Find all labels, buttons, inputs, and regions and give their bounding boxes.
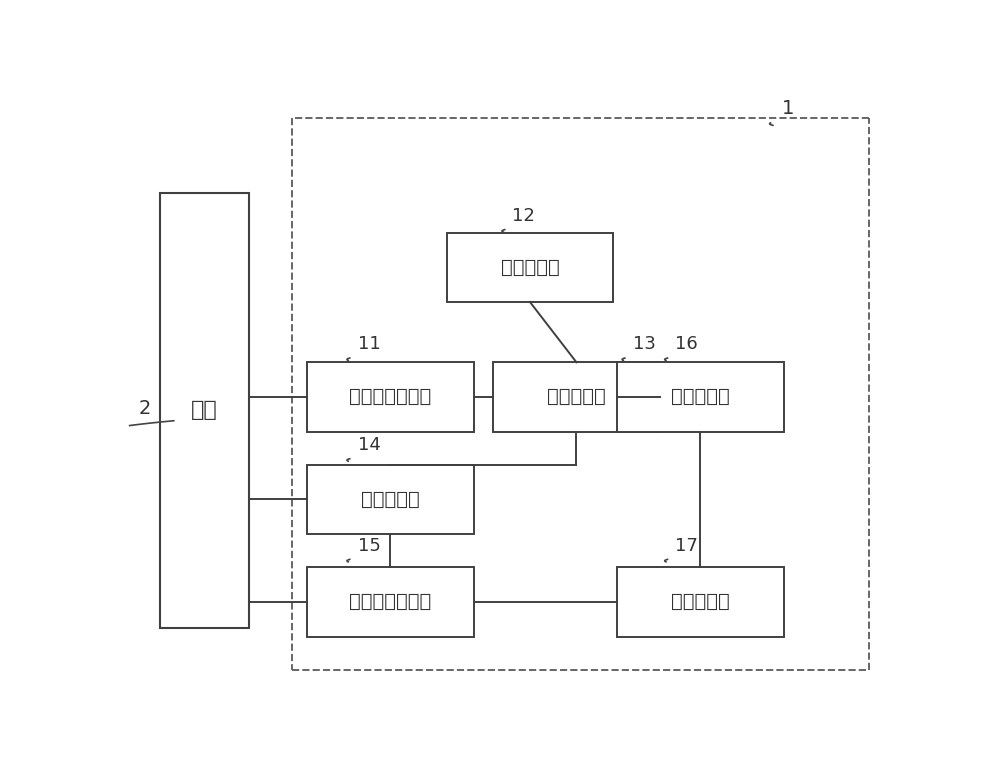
Text: 阀门: 阀门 (191, 400, 218, 420)
Text: 11: 11 (358, 335, 380, 353)
Text: 控制执行器: 控制执行器 (361, 490, 420, 509)
Text: 17: 17 (675, 536, 698, 554)
Bar (307, 567, 474, 637)
Text: 2: 2 (139, 399, 151, 418)
Text: 13: 13 (633, 335, 656, 353)
Text: 第一处理器: 第一处理器 (547, 388, 606, 406)
Text: 指令获取器: 指令获取器 (501, 258, 559, 277)
Text: 第二信息获取器: 第二信息获取器 (349, 593, 432, 612)
Text: 第二处理器: 第二处理器 (671, 593, 730, 612)
Text: 信息存储器: 信息存储器 (671, 388, 730, 406)
Bar (447, 233, 613, 302)
Text: 12: 12 (512, 207, 535, 225)
Bar (307, 465, 474, 534)
Bar (617, 567, 784, 637)
Bar (617, 363, 784, 431)
Bar (307, 363, 474, 431)
Text: 15: 15 (358, 536, 380, 554)
Text: 16: 16 (675, 335, 698, 353)
Text: 第一信息获取器: 第一信息获取器 (349, 388, 432, 406)
Bar (160, 193, 249, 627)
Text: 1: 1 (782, 99, 795, 118)
Bar (493, 363, 660, 431)
Text: 14: 14 (358, 436, 380, 454)
